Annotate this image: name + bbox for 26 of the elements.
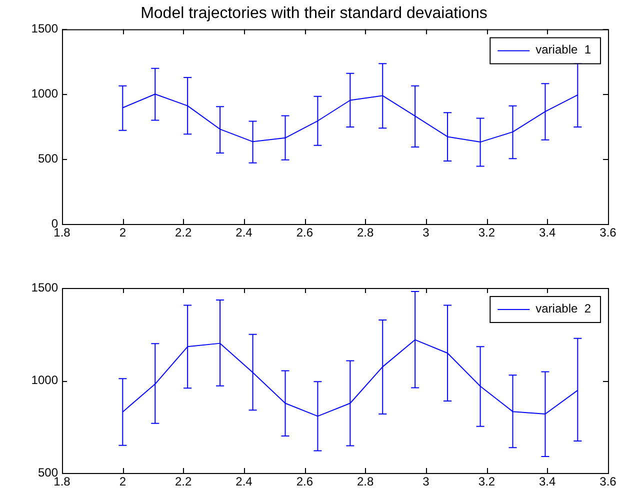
y-tick-label: 1500 [31,22,58,36]
x-tick-label: 3.4 [538,474,556,489]
x-tick-label: 2.2 [174,226,192,240]
x-tick-label: 2 [119,226,126,240]
x-tick-label: 3.6 [600,474,617,489]
x-tick-label: 2.6 [296,226,314,240]
x-tick-label: 2.2 [174,474,192,489]
y-tick-label: 500 [38,151,58,166]
x-tick-label: 2.8 [356,226,374,240]
chart-title: Model trajectories with their standard devaiations [140,5,488,22]
x-tick-label: 3 [422,226,430,240]
legend-label: variable 1 [536,42,592,57]
x-tick-label: 2.4 [236,474,253,489]
y-tick-label: 1500 [31,280,58,294]
legend-label: variable 2 [536,301,592,316]
x-tick-label: 3.2 [478,226,496,240]
x-tick-label: 2.4 [236,226,253,240]
x-tick-label: 2.6 [296,474,314,489]
x-tick-label: 2 [119,474,126,489]
x-tick-label: 3.2 [478,474,496,489]
x-tick-label: 2.8 [356,474,374,489]
y-tick-label: 1000 [31,372,58,387]
y-tick-label: 1000 [31,86,58,100]
x-tick-label: 3.6 [600,226,617,240]
x-tick-label: 3.4 [538,226,556,240]
x-tick-label: 3 [422,474,430,489]
